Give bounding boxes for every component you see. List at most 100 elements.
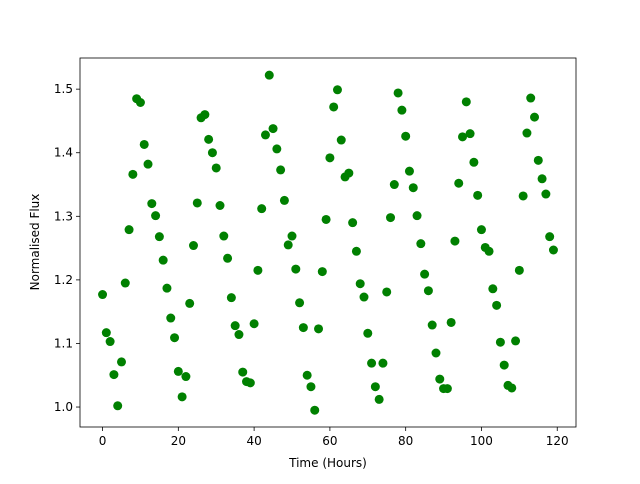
point [431,348,441,358]
point [116,357,126,367]
point [306,382,316,392]
point [272,144,282,154]
point [207,148,217,158]
x-tick-label: 20 [171,434,186,448]
point [374,394,384,404]
point [317,267,327,277]
y-tick-label: 1.3 [54,209,73,223]
point [268,124,278,134]
x-tick-label: 100 [470,434,493,448]
point [469,157,479,167]
point [234,330,244,340]
point [514,265,524,275]
point [348,218,358,228]
point [533,155,543,165]
point [359,292,369,302]
point [287,231,297,241]
point [412,211,422,221]
point [423,286,433,296]
x-tick-label: 120 [546,434,569,448]
x-tick-label: 80 [398,434,413,448]
point [351,246,361,256]
point [541,189,551,199]
y-tick-label: 1.2 [54,273,73,287]
point [245,378,255,388]
point [170,333,180,343]
point [264,70,274,80]
point [344,168,354,178]
point [113,401,123,411]
point [200,110,210,120]
point [507,383,517,393]
point [279,195,289,205]
point [249,319,259,329]
point [378,358,388,368]
point [530,112,540,122]
x-tick-label: 60 [322,434,337,448]
point [511,336,521,346]
point [526,93,536,103]
point [458,132,468,142]
point [495,337,505,347]
point [173,366,183,376]
point [185,298,195,308]
point [135,98,145,108]
point [238,367,248,377]
point [291,264,301,274]
point [260,130,270,140]
point [537,174,547,184]
point [442,384,452,394]
point [310,405,320,415]
point [276,165,286,175]
point [329,102,339,112]
point [314,324,324,334]
point [215,200,225,210]
point [465,129,475,139]
point [518,191,528,201]
point [101,328,111,338]
point [120,278,130,288]
point [476,225,486,235]
point [109,370,119,380]
point [143,159,153,169]
point [298,323,308,333]
point [367,358,377,368]
point [332,85,342,95]
point [450,236,460,246]
point [147,199,157,209]
point [499,360,509,370]
point [446,317,456,327]
point [473,190,483,200]
point [166,313,176,323]
point [548,245,558,255]
point [386,213,396,223]
point [370,382,380,392]
point [154,232,164,242]
point [257,204,267,214]
point [158,255,168,265]
point [223,253,233,263]
point [404,166,414,176]
point [105,337,115,347]
y-tick-label: 1.5 [54,82,73,96]
point [253,265,263,275]
point [181,372,191,382]
point [435,374,445,384]
point [355,279,365,289]
y-tick-label: 1.0 [54,400,73,414]
point [192,198,202,208]
x-tick-label: 40 [246,434,261,448]
point [188,241,198,251]
point [393,88,403,98]
point [336,135,346,145]
point [128,169,138,179]
point [522,128,532,138]
point [454,178,464,188]
point [139,139,149,149]
point [98,290,108,300]
point [363,328,373,338]
point [151,211,161,221]
point [325,153,335,163]
point [416,239,426,249]
point [124,225,134,235]
